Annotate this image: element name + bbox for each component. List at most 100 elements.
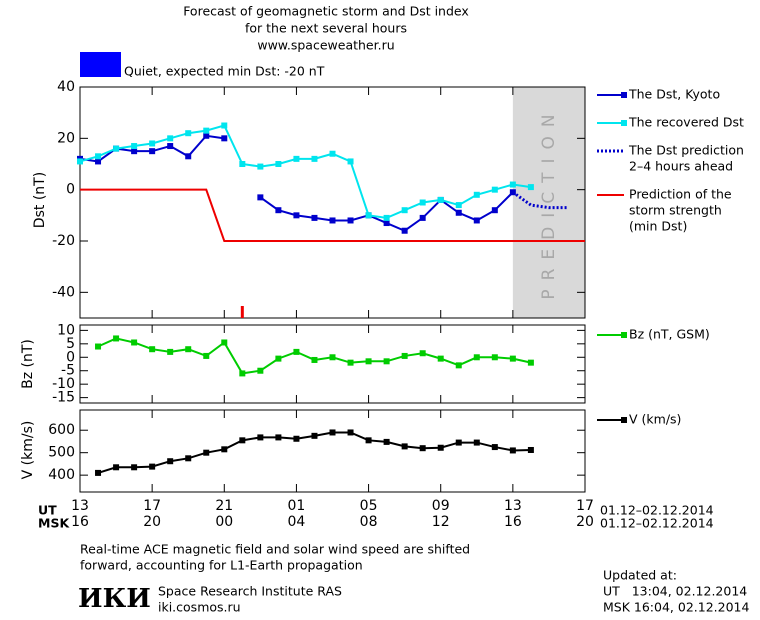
series-marker	[365, 358, 372, 365]
series-marker	[293, 435, 300, 442]
series-marker	[131, 143, 138, 150]
updated-ut: UT 13:04, 02.12.2014	[603, 584, 747, 599]
series-marker	[491, 207, 498, 214]
y-tick-label: -5	[61, 363, 75, 379]
series-marker	[293, 212, 300, 219]
series-marker	[131, 464, 138, 471]
y-tick-label: 10	[57, 322, 75, 338]
y-tick-label: 600	[48, 422, 75, 438]
series-marker	[275, 434, 282, 441]
note-line: Real-time ACE magnetic field and solar w…	[80, 542, 470, 557]
legend-marker	[621, 120, 627, 126]
series-marker	[311, 432, 318, 439]
series-marker	[347, 158, 354, 165]
series-marker	[95, 153, 102, 160]
prediction-zone	[512, 87, 585, 318]
y-tick-label: -40	[52, 284, 75, 300]
series-marker	[401, 207, 408, 214]
y-tick-label: 20	[57, 130, 75, 146]
series-marker	[113, 464, 120, 471]
x-tick-label-msk: 16	[71, 514, 89, 530]
series-marker	[401, 352, 408, 359]
x-tick-label: 17	[143, 498, 161, 514]
series-marker	[203, 127, 210, 134]
series-marker	[203, 352, 210, 359]
series-marker	[419, 350, 426, 357]
series-marker	[365, 212, 372, 219]
series-marker	[221, 122, 228, 129]
y-tick-label: 0	[66, 182, 75, 198]
plot-frame	[79, 86, 586, 319]
x-tick-label-msk: 08	[360, 514, 378, 530]
series-marker	[473, 217, 480, 224]
logo: ИКИ	[78, 584, 151, 614]
series-marker	[257, 367, 264, 374]
series-marker	[383, 214, 390, 221]
series-marker	[167, 458, 174, 465]
series-marker	[509, 181, 516, 188]
series-marker	[383, 438, 390, 445]
series-marker	[491, 354, 498, 361]
x-tick-label: 05	[360, 498, 378, 514]
series-marker	[149, 346, 156, 353]
series-marker	[509, 447, 516, 454]
legend-label: 2–4 hours ahead	[629, 159, 733, 174]
x-tick-label-msk: 20	[143, 514, 161, 530]
x-tick-label: 09	[432, 498, 450, 514]
series-marker	[455, 209, 462, 216]
series-marker	[239, 370, 246, 377]
series-marker	[257, 194, 264, 201]
series-marker	[365, 437, 372, 444]
title-line: for the next several hours	[245, 21, 407, 36]
institute: Space Research Institute RAS	[158, 584, 342, 599]
series-line	[511, 191, 567, 210]
y-tick-label: 500	[48, 445, 75, 461]
status-box	[80, 52, 121, 77]
series-marker	[113, 335, 120, 342]
series-marker	[437, 196, 444, 203]
series-marker	[275, 161, 282, 167]
series-marker	[275, 355, 282, 362]
y-axis-label: V (km/s)	[20, 421, 36, 480]
title-line: www.spaceweather.ru	[257, 38, 394, 53]
prediction-label: PREDICTION	[539, 105, 559, 299]
y-tick-label: -20	[52, 233, 75, 249]
series-marker	[347, 217, 354, 224]
title-line: Forecast of geomagnetic storm and Dst in…	[183, 4, 469, 19]
series-marker	[185, 153, 192, 160]
site: iki.cosmos.ru	[158, 600, 241, 615]
series-marker	[221, 135, 228, 142]
series-marker	[527, 359, 534, 366]
series-marker	[347, 359, 354, 366]
series-marker	[329, 429, 336, 436]
legend-label: storm strength	[629, 203, 722, 218]
y-tick-label: 400	[48, 467, 75, 483]
series-marker	[311, 356, 318, 363]
series-marker	[257, 163, 264, 170]
series-marker	[455, 202, 462, 209]
y-axis-label: Dst (nT)	[32, 172, 48, 228]
series-marker	[95, 469, 102, 476]
series-marker	[383, 220, 390, 227]
series-marker	[473, 439, 480, 446]
y-tick-label: -15	[52, 390, 75, 406]
plot-frame	[79, 324, 586, 404]
series-marker	[167, 135, 174, 142]
series-marker	[257, 434, 264, 441]
legend-label: V (km/s)	[629, 412, 681, 427]
series-marker	[293, 348, 300, 355]
series-marker	[311, 214, 318, 221]
plot-frame	[79, 409, 586, 493]
series-marker	[167, 143, 174, 150]
series-marker	[203, 449, 210, 456]
ut-dates: 01.12–02.12.2014	[600, 503, 714, 518]
series-marker	[527, 184, 534, 191]
series-line	[97, 337, 532, 375]
x-tick-label: 17	[576, 498, 594, 514]
series-marker	[419, 214, 426, 221]
series-marker	[509, 355, 516, 362]
series-marker	[491, 444, 498, 451]
series-marker	[527, 446, 534, 453]
x-tick-label-msk: 00	[215, 514, 233, 530]
series-marker	[149, 463, 156, 470]
